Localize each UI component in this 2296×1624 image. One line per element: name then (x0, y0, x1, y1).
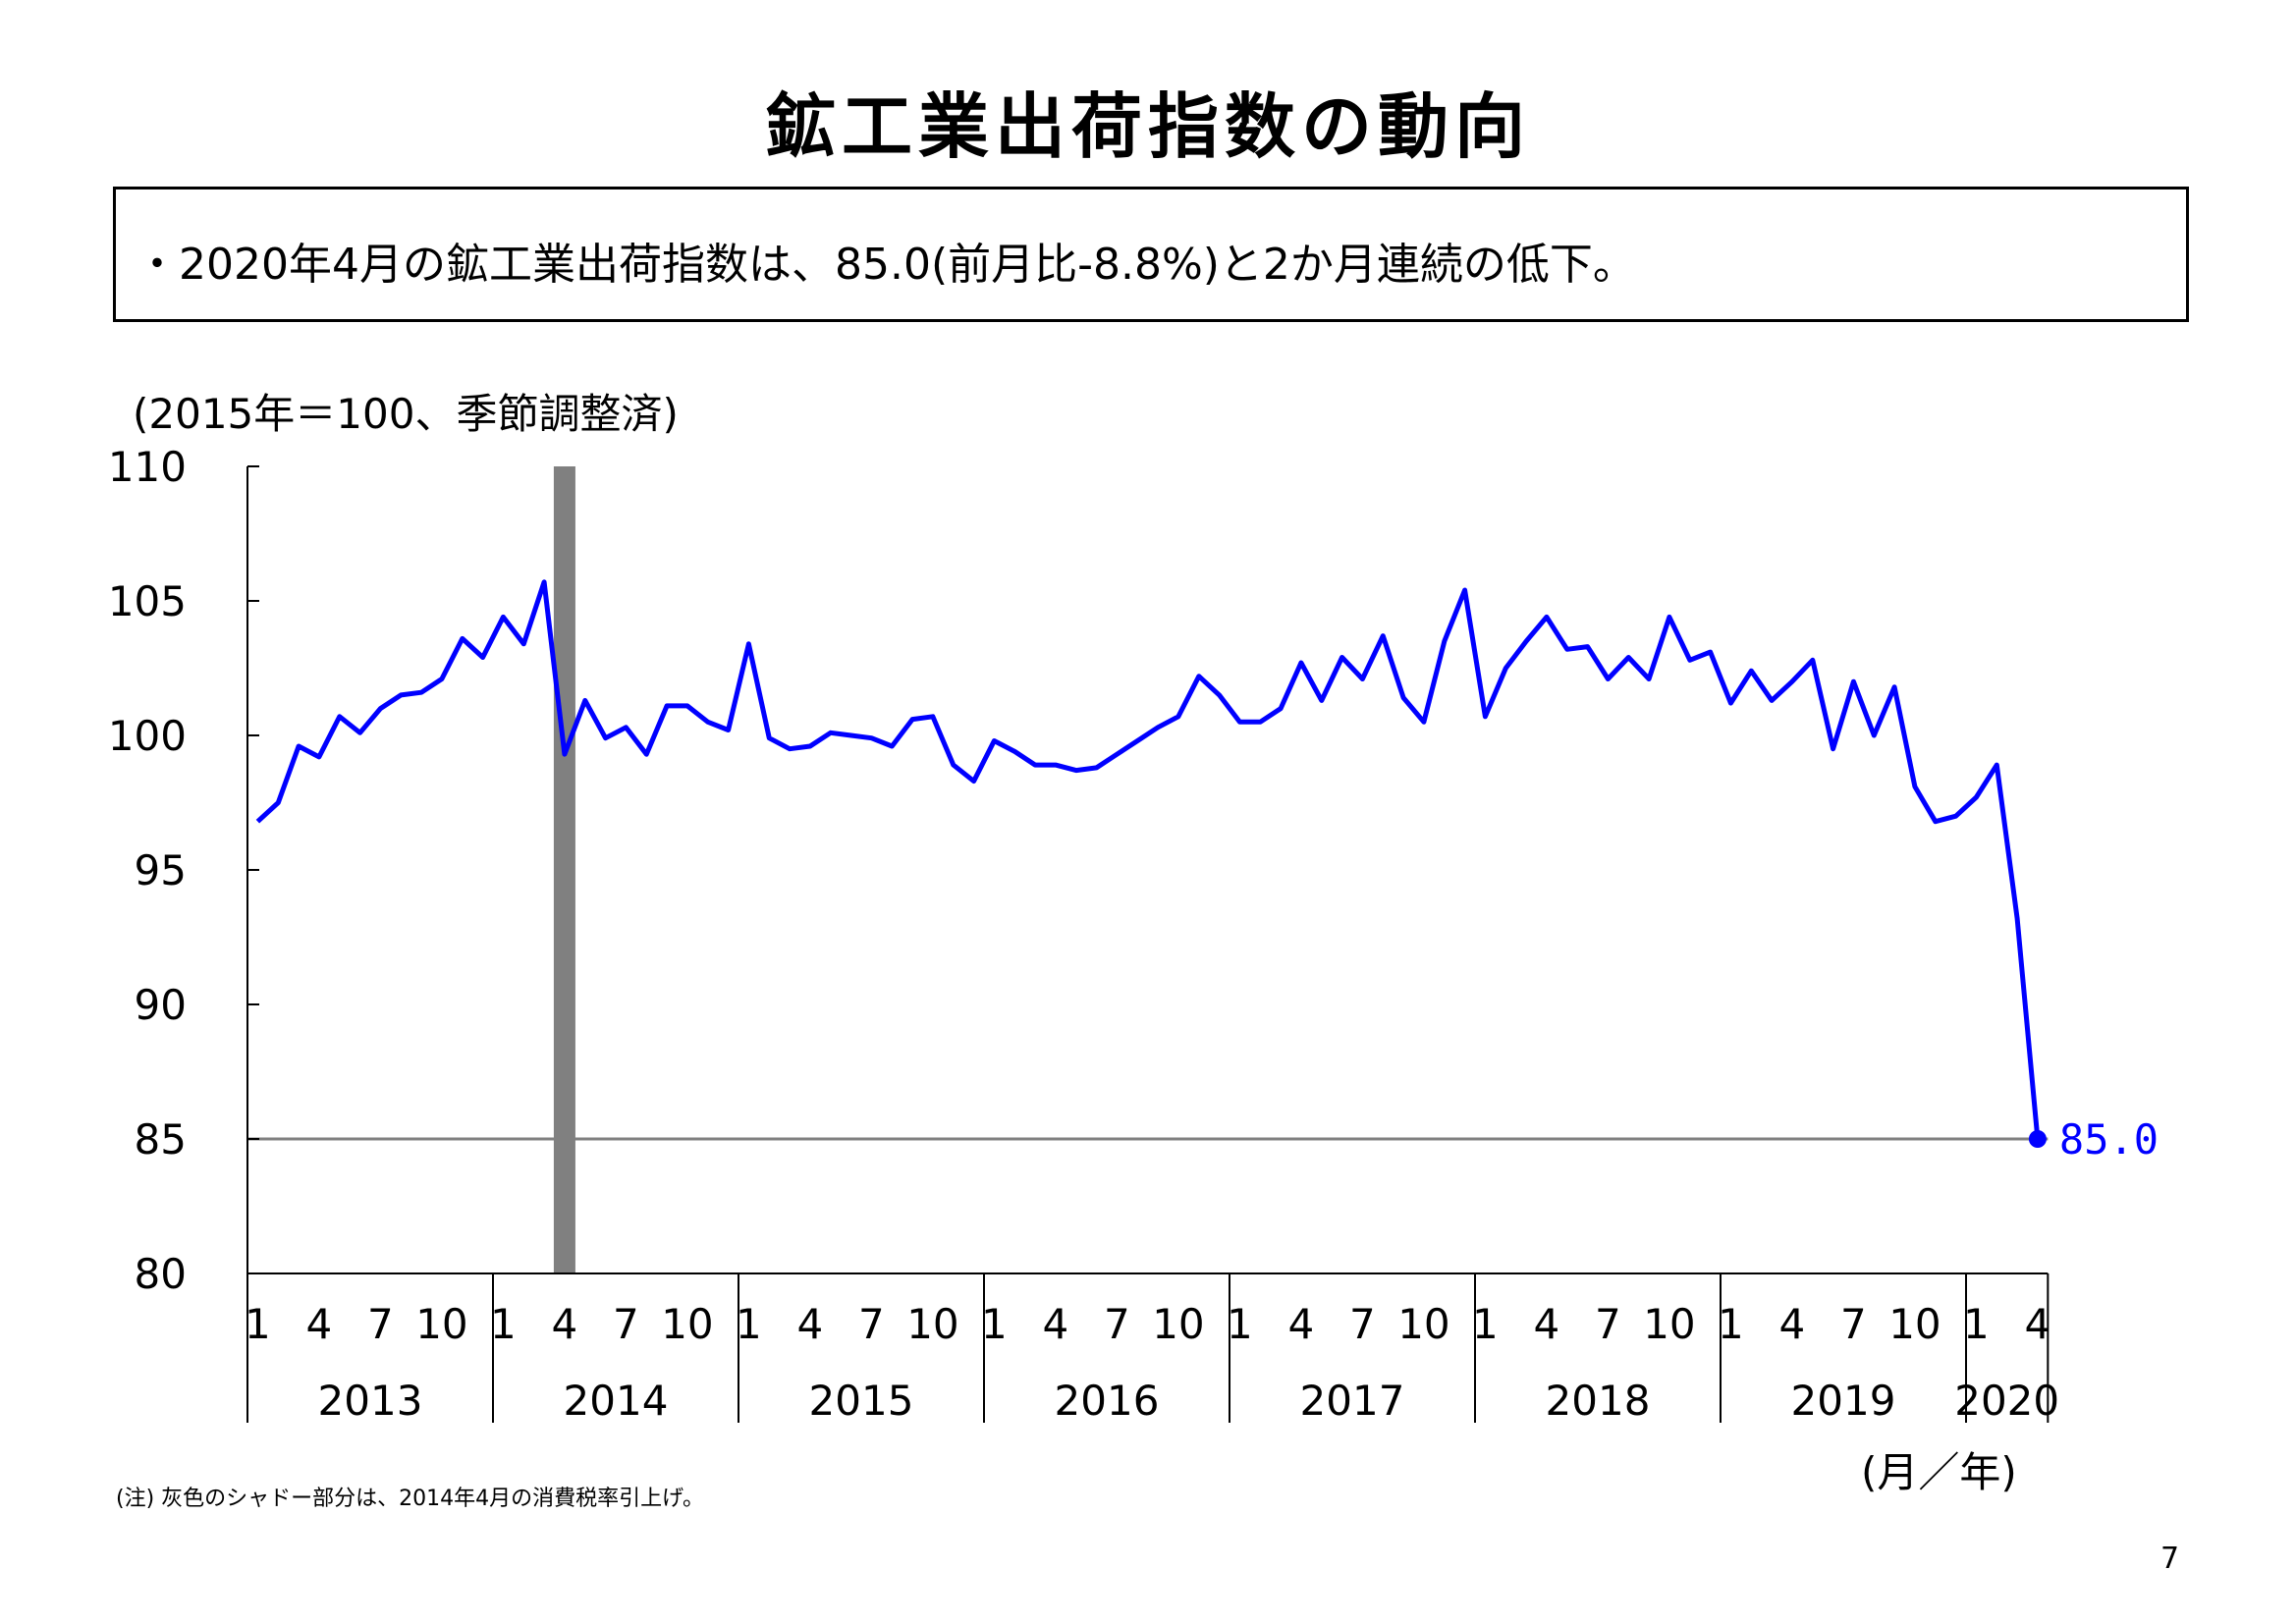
month-tick-label: 1 (1963, 1300, 1990, 1348)
month-tick-label: 7 (858, 1300, 885, 1348)
month-tick-label: 4 (306, 1300, 333, 1348)
y-tick-label: 95 (135, 846, 187, 894)
y-tick-label: 105 (108, 577, 187, 625)
month-tick-label: 7 (613, 1300, 639, 1348)
year-label: 2017 (1300, 1377, 1405, 1425)
y-axis-unit-label: (2015年＝100、季節調整済) (133, 390, 679, 438)
month-tick-label: 10 (1152, 1300, 1204, 1348)
y-tick-label: 85 (135, 1115, 187, 1164)
year-label: 2019 (1791, 1377, 1896, 1425)
series-layer (255, 579, 2047, 1148)
year-label: 2013 (318, 1377, 423, 1425)
month-tick-label: 7 (367, 1300, 394, 1348)
month-tick-label: 4 (797, 1300, 824, 1348)
month-tick-label: 1 (1472, 1300, 1499, 1348)
month-tick-label: 7 (1595, 1300, 1621, 1348)
month-tick-label: 10 (1643, 1300, 1695, 1348)
y-tick-label: 110 (108, 443, 187, 491)
month-tick-label: 4 (1779, 1300, 1806, 1348)
month-tick-label: 10 (415, 1300, 467, 1348)
summary-text: ・2020年4月の鉱工業出荷指数は、85.0(前月比-8.8%)と2か月連続の低… (136, 240, 1636, 290)
month-tick-label: 1 (736, 1300, 762, 1348)
y-tick-label: 100 (108, 712, 187, 760)
year-label: 2016 (1055, 1377, 1160, 1425)
month-tick-label: 7 (1349, 1300, 1376, 1348)
month-tick-label: 1 (245, 1300, 271, 1348)
month-tick-label: 10 (1397, 1300, 1449, 1348)
month-tick-label: 7 (1840, 1300, 1867, 1348)
month-tick-label: 4 (1043, 1300, 1069, 1348)
latest-value-label: 85.0 (2059, 1115, 2159, 1164)
x-axis-unit-label: (月／年) (1861, 1448, 2017, 1496)
page-number: 7 (2160, 1542, 2180, 1576)
footnote: (注) 灰色のシャドー部分は、2014年4月の消費税率引上げ。 (116, 1487, 705, 1511)
month-tick-label: 4 (552, 1300, 578, 1348)
label-layer: 85.0 (2059, 1115, 2159, 1164)
month-tick-label: 1 (490, 1300, 517, 1348)
month-tick-label: 4 (2025, 1300, 2051, 1348)
y-tick-label: 80 (135, 1250, 187, 1298)
year-label: 2014 (564, 1377, 669, 1425)
month-tick-label: 10 (661, 1300, 713, 1348)
month-tick-label: 4 (1534, 1300, 1560, 1348)
shade-bar (553, 466, 575, 1273)
month-tick-label: 1 (1718, 1300, 1744, 1348)
year-label: 2018 (1546, 1377, 1651, 1425)
month-tick-label: 4 (1288, 1300, 1315, 1348)
page-title: 鉱工業出荷指数の動向 (764, 85, 1531, 168)
month-tick-label: 10 (1888, 1300, 1941, 1348)
y-tick-label: 90 (135, 981, 187, 1029)
tax-increase-shade-layer (553, 466, 575, 1273)
latest-point-marker (2028, 1130, 2047, 1148)
series-line (255, 579, 2041, 1140)
month-tick-label: 1 (981, 1300, 1008, 1348)
month-tick-label: 7 (1104, 1300, 1130, 1348)
year-label: 2020 (1954, 1377, 2059, 1425)
month-tick-label: 10 (906, 1300, 958, 1348)
month-tick-label: 1 (1227, 1300, 1253, 1348)
summary-box: ・2020年4月の鉱工業出荷指数は、85.0(前月比-8.8%)と2か月連続の低… (113, 187, 2189, 322)
year-label: 2015 (809, 1377, 914, 1425)
